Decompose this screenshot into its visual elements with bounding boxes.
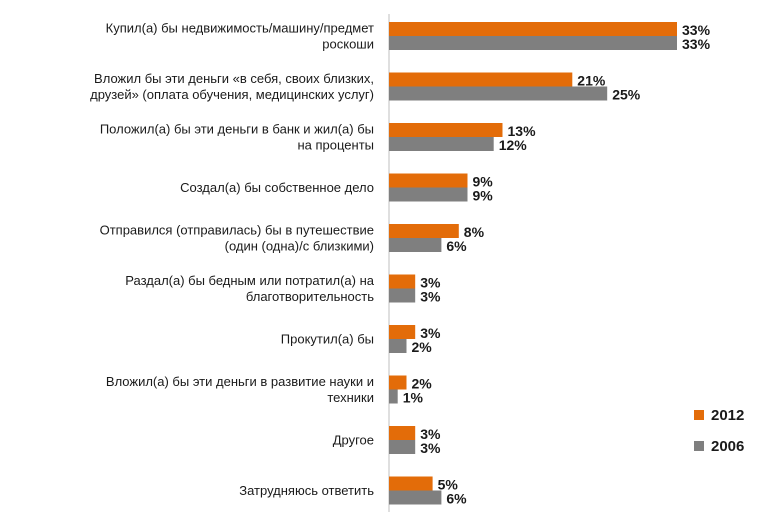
- bar-2012: [389, 325, 416, 339]
- category-label-line: техники: [327, 390, 374, 405]
- value-label-2006: 6%: [446, 491, 467, 507]
- legend-swatch-2006: [694, 441, 704, 451]
- legend-label-2006: 2006: [711, 438, 744, 455]
- category-label: Раздал(а) бы бедным или потратил(а) на бл…: [125, 273, 375, 304]
- value-label-2012: 3%: [420, 325, 441, 341]
- value-label-2006: 9%: [473, 188, 494, 204]
- category-label-line: на проценты: [297, 138, 374, 153]
- value-label-2012: 13%: [508, 123, 537, 139]
- category-label-line: друзей» (оплата обучения, медицинских ус…: [90, 87, 374, 102]
- plot-area: Купил(а) бы недвижимость/машину/предмет р…: [90, 21, 710, 507]
- legend: 2012 2006: [694, 407, 744, 455]
- legend-label-2012: 2012: [711, 407, 744, 424]
- bar-2012: [389, 72, 573, 87]
- category-label-line: Раздал(а) бы бедным или потратил(а) на: [125, 273, 375, 288]
- category-label: Положил(а) бы эти деньги в банк и жил(а)…: [100, 122, 374, 153]
- bar-2012: [389, 426, 416, 440]
- value-label-2012: 3%: [420, 426, 441, 442]
- bar-2006: [389, 288, 416, 303]
- category-label-line: роскоши: [322, 37, 374, 52]
- bar-2012: [389, 123, 503, 137]
- bar-2006: [389, 389, 398, 404]
- category-label-line: Положил(а) бы эти деньги в банк и жил(а)…: [100, 122, 374, 137]
- value-label-2006: 3%: [420, 440, 441, 456]
- value-label-2006: 25%: [612, 87, 641, 103]
- category-label: Затрудняюсь ответить: [239, 483, 374, 498]
- value-label-2012: 2%: [412, 376, 433, 392]
- category-label: Отправился (отправилась) бы в путешестви…: [100, 223, 374, 254]
- category-label-line: Прокутил(а) бы: [281, 332, 374, 347]
- value-label-2012: 5%: [438, 477, 459, 493]
- value-label-2012: 3%: [420, 275, 441, 291]
- value-label-2006: 12%: [499, 137, 528, 153]
- category-label-line: Создал(а) бы собственное дело: [180, 180, 374, 195]
- category-label: Прокутил(а) бы: [281, 332, 374, 347]
- category-label: Создал(а) бы собственное дело: [180, 180, 374, 195]
- value-label-2012: 8%: [464, 224, 485, 240]
- value-label-2012: 21%: [577, 73, 606, 89]
- bar-2006: [389, 490, 442, 505]
- value-label-2012: 9%: [473, 174, 494, 190]
- bar-2006: [389, 187, 468, 202]
- bar-2006: [389, 86, 608, 101]
- value-label-2006: 2%: [412, 339, 433, 355]
- category-label: Купил(а) бы недвижимость/машину/предмет р…: [106, 21, 374, 52]
- bar-2012: [389, 22, 677, 36]
- bar-2006: [389, 238, 442, 252]
- category-label-line: благотворительность: [246, 289, 374, 304]
- value-label-2006: 3%: [420, 289, 441, 305]
- category-label-line: (один (одна)/с близкими): [225, 239, 374, 254]
- bar-2006: [389, 36, 677, 50]
- bar-2012: [389, 224, 459, 238]
- category-label-line: Другое: [333, 433, 374, 448]
- value-label-2006: 1%: [403, 390, 424, 406]
- bar-2006: [389, 440, 416, 454]
- category-label-line: Затрудняюсь ответить: [239, 483, 374, 498]
- category-label-line: Вложил(а) бы эти деньги в развитие науки…: [106, 374, 374, 389]
- bar-2006: [389, 339, 407, 353]
- value-label-2012: 33%: [682, 22, 711, 38]
- category-label-line: Отправился (отправилась) бы в путешестви…: [100, 223, 374, 238]
- bar-2012: [389, 274, 416, 289]
- category-label: Другое: [333, 433, 374, 448]
- category-label-line: Купил(а) бы недвижимость/машину/предмет: [106, 21, 374, 36]
- legend-swatch-2012: [694, 410, 704, 420]
- category-label: Вложил(а) бы эти деньги в развитие науки…: [106, 374, 374, 405]
- value-label-2006: 6%: [446, 238, 467, 254]
- bar-2012: [389, 375, 407, 390]
- bar-2012: [389, 173, 468, 188]
- bar-2006: [389, 137, 494, 151]
- bar-2012: [389, 476, 433, 491]
- category-label-line: Вложил бы эти деньги «в себя, своих близ…: [94, 71, 374, 86]
- category-label: Вложил бы эти деньги «в себя, своих близ…: [90, 71, 374, 102]
- value-label-2006: 33%: [682, 36, 711, 52]
